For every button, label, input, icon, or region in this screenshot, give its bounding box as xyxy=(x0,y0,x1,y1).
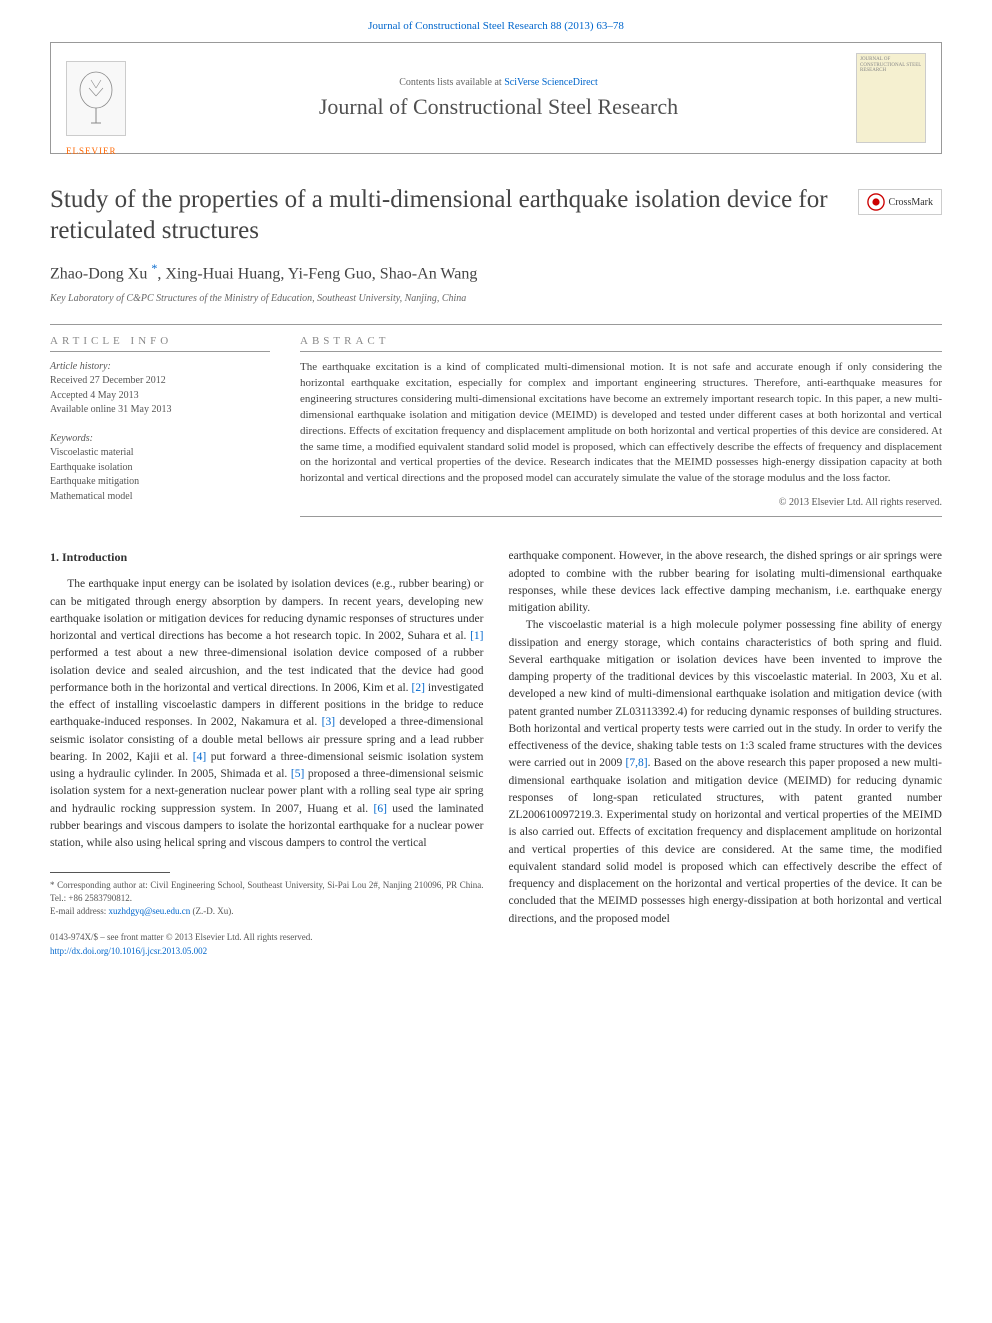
authors-line: Zhao-Dong Xu *, Xing-Huai Huang, Yi-Feng… xyxy=(50,261,942,283)
abstract-text: The earthquake excitation is a kind of c… xyxy=(300,360,942,488)
journal-cover-thumb: JOURNAL OF CONSTRUCTIONAL STEEL RESEARCH xyxy=(856,53,926,143)
email-suffix: (Z.-D. Xu). xyxy=(190,906,233,916)
history-received: Received 27 December 2012 xyxy=(50,374,270,389)
crossmark-icon xyxy=(867,193,885,211)
abstract-label: abstract xyxy=(300,335,942,352)
article-info-column: article info Article history: Received 2… xyxy=(50,335,270,519)
history-accepted: Accepted 4 May 2013 xyxy=(50,389,270,404)
ref-4[interactable]: [4] xyxy=(193,751,206,763)
ref-2[interactable]: [2] xyxy=(412,682,425,694)
authors-rest: , Xing-Huai Huang, Yi-Feng Guo, Shao-An … xyxy=(157,265,477,282)
email-label: E-mail address: xyxy=(50,906,108,916)
cover-mini-title: JOURNAL OF CONSTRUCTIONAL STEEL RESEARCH xyxy=(860,57,922,74)
keyword-1: Viscoelastic material xyxy=(50,446,270,461)
footnote-separator xyxy=(50,872,170,873)
header-center: Contents lists available at SciVerse Sci… xyxy=(141,77,856,120)
article-title: Study of the properties of a multi-dimen… xyxy=(50,184,838,247)
ref-1[interactable]: [1] xyxy=(470,630,483,642)
header-journal-link[interactable]: Journal of Constructional Steel Research… xyxy=(0,0,992,42)
ref-5[interactable]: [5] xyxy=(291,768,304,780)
affiliation: Key Laboratory of C&PC Structures of the… xyxy=(50,293,942,304)
p2a: The viscoelastic material is a high mole… xyxy=(509,619,943,769)
ref-7-8[interactable]: [7,8] xyxy=(626,757,648,769)
p1a: The earthquake input energy can be isola… xyxy=(50,578,484,642)
journal-header-box: ELSEVIER Contents lists available at Sci… xyxy=(50,42,942,154)
body-column-left: 1. Introduction The earthquake input ene… xyxy=(50,548,484,958)
contents-prefix: Contents lists available at xyxy=(399,77,504,88)
abstract-copyright: © 2013 Elsevier Ltd. All rights reserved… xyxy=(300,497,942,517)
article-history-block: Article history: Received 27 December 20… xyxy=(50,360,270,418)
history-label: Article history: xyxy=(50,360,270,375)
email-link[interactable]: xuzhdgyq@seu.edu.cn xyxy=(108,906,190,916)
history-available: Available online 31 May 2013 xyxy=(50,403,270,418)
col2-continuation: earthquake component. However, in the ab… xyxy=(509,548,943,617)
footnote-corresponding: * Corresponding author at: Civil Enginee… xyxy=(50,879,484,904)
section-1-heading: 1. Introduction xyxy=(50,548,484,566)
crossmark-badge[interactable]: CrossMark xyxy=(858,189,942,215)
abstract-column: abstract The earthquake excitation is a … xyxy=(300,335,942,519)
keywords-block: Keywords: Viscoelastic material Earthqua… xyxy=(50,432,270,505)
divider-top xyxy=(50,324,942,325)
body-column-right: earthquake component. However, in the ab… xyxy=(509,548,943,958)
elsevier-tree-logo xyxy=(66,61,126,136)
contents-list-line: Contents lists available at SciVerse Sci… xyxy=(141,77,856,88)
p2b: . Based on the above research this paper… xyxy=(509,757,943,924)
keyword-4: Mathematical model xyxy=(50,490,270,505)
intro-paragraph: The earthquake input energy can be isola… xyxy=(50,576,484,852)
keywords-label: Keywords: xyxy=(50,432,270,447)
sciverse-link[interactable]: SciVerse ScienceDirect xyxy=(504,77,598,88)
tree-icon xyxy=(71,68,121,128)
keyword-3: Earthquake mitigation xyxy=(50,475,270,490)
author-primary: Zhao-Dong Xu xyxy=(50,265,151,282)
bottom-meta: 0143-974X/$ – see front matter © 2013 El… xyxy=(50,931,484,958)
issn-line: 0143-974X/$ – see front matter © 2013 El… xyxy=(50,931,484,945)
doi-link[interactable]: http://dx.doi.org/10.1016/j.jcsr.2013.05… xyxy=(50,946,207,956)
ref-3[interactable]: [3] xyxy=(322,716,335,728)
crossmark-text: CrossMark xyxy=(889,197,933,208)
keyword-2: Earthquake isolation xyxy=(50,461,270,476)
body-two-column: 1. Introduction The earthquake input ene… xyxy=(50,548,942,958)
col2-paragraph-2: The viscoelastic material is a high mole… xyxy=(509,617,943,928)
ref-6[interactable]: [6] xyxy=(374,803,387,815)
article-info-label: article info xyxy=(50,335,270,352)
footnote-email: E-mail address: xuzhdgyq@seu.edu.cn (Z.-… xyxy=(50,905,484,918)
journal-title: Journal of Constructional Steel Research xyxy=(141,94,856,120)
elsevier-label: ELSEVIER xyxy=(66,146,117,156)
